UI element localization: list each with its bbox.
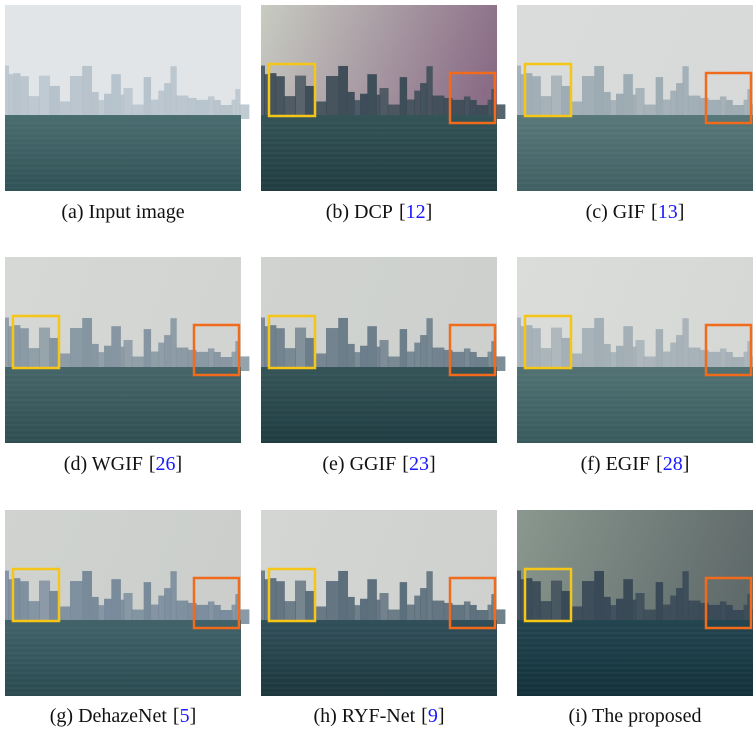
panel-image <box>261 5 505 191</box>
caption-label: (a) Input image <box>61 201 184 223</box>
panel <box>517 257 753 443</box>
caption-label: (h) RYF-Net <box>313 705 415 727</box>
caption: (b) DCP [12] <box>326 201 433 223</box>
citation-bracket: [ <box>656 453 663 475</box>
caption: (c) GIF [13] <box>586 201 685 223</box>
caption-label: (d) WGIF <box>64 453 143 475</box>
citation-number: 12 <box>406 201 426 223</box>
citation-bracket: ] <box>683 453 690 475</box>
panel-image <box>261 510 505 696</box>
panel-image <box>517 5 753 191</box>
citation-bracket: ] <box>426 201 433 223</box>
citation-bracket: [ <box>651 201 658 223</box>
panel <box>5 257 249 443</box>
citation-bracket: [ <box>402 453 409 475</box>
citation-bracket: ] <box>438 705 445 727</box>
caption-label: (b) DCP <box>326 201 393 223</box>
panel <box>261 257 505 443</box>
panel <box>261 510 505 696</box>
caption-label: (e) GGIF <box>322 453 396 475</box>
citation-number: 28 <box>663 453 683 475</box>
caption: (i) The proposed <box>569 705 702 727</box>
panel-image <box>517 510 753 696</box>
citation-bracket: [ <box>149 453 156 475</box>
panel <box>5 510 249 696</box>
citation-number: 23 <box>409 453 429 475</box>
panel-image <box>5 257 249 443</box>
panel <box>261 5 505 191</box>
panel <box>517 5 753 191</box>
citation-bracket: ] <box>678 201 685 223</box>
citation-bracket: ] <box>429 453 436 475</box>
caption: (g) DehazeNet[5] <box>50 705 197 727</box>
caption-label: (g) DehazeNet <box>50 705 168 727</box>
citation-number: 9 <box>428 705 438 727</box>
citation-bracket: ] <box>190 705 197 727</box>
citation-number: 5 <box>180 705 190 727</box>
panel-image <box>5 510 249 696</box>
citation-number: 26 <box>156 453 176 475</box>
caption-label: (i) The proposed <box>569 705 702 727</box>
citation-number: 13 <box>658 201 678 223</box>
panel <box>5 5 249 191</box>
citation-bracket: [ <box>173 705 180 727</box>
panel-image <box>261 257 505 443</box>
citation-bracket: [ <box>399 201 406 223</box>
caption-label: (c) GIF <box>586 201 645 223</box>
caption: (f) EGIF [28] <box>581 453 690 475</box>
panel-image <box>517 257 753 443</box>
figure: (a) Input image(b) DCP[12](c) GIF[13](d)… <box>0 0 753 735</box>
caption: (h) RYF-Net [9] <box>313 705 444 727</box>
panel-image <box>5 5 249 191</box>
panel <box>517 510 753 696</box>
caption: (a) Input image <box>61 201 184 223</box>
citation-bracket: ] <box>176 453 183 475</box>
caption-label: (f) EGIF <box>581 453 650 475</box>
caption: (e) GGIF [23] <box>322 453 435 475</box>
citation-bracket: [ <box>421 705 428 727</box>
caption: (d) WGIF [26] <box>64 453 182 475</box>
